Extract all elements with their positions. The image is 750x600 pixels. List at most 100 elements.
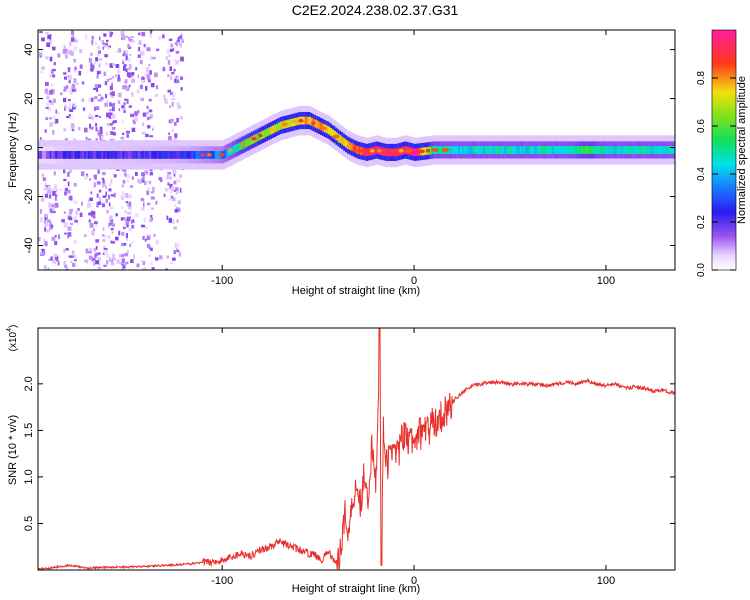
speckle-cell: [173, 250, 176, 255]
speckle-cell: [116, 169, 120, 171]
ridge-core-cell: [166, 151, 169, 159]
speckle-cell: [122, 108, 127, 111]
speckle-cell: [146, 74, 151, 80]
speckle-cell: [41, 173, 44, 177]
speckle-cell: [128, 37, 131, 41]
speckle-cell: [92, 64, 95, 68]
speckle-cell: [118, 74, 120, 80]
speckle-cell: [76, 82, 79, 85]
ridge-core-cell: [59, 151, 62, 159]
ridge-core-cell: [657, 146, 661, 154]
speckle-cell: [148, 254, 152, 257]
speckle-cell: [99, 137, 103, 142]
speckle-cell: [109, 108, 112, 112]
ridge-blob: [356, 149, 363, 153]
ridge-core-cell: [143, 151, 146, 159]
speckle-cell: [166, 175, 170, 180]
speckle-cell: [126, 237, 128, 241]
ridge-core-cell: [197, 151, 200, 159]
speckle-cell: [96, 204, 99, 208]
speckle-cell: [91, 40, 94, 45]
ridge-core-cell: [120, 151, 123, 159]
speckle-cell: [65, 268, 69, 270]
ridge-core-cell: [615, 146, 618, 154]
speckle-cell: [121, 231, 125, 236]
speckle-cell: [74, 69, 77, 73]
speckle-cell: [113, 174, 117, 178]
speckle-cell: [172, 129, 174, 132]
speckle-cell: [101, 135, 104, 140]
speckle-cell: [73, 60, 76, 64]
speckle-cell: [44, 241, 48, 246]
ridge-blob: [386, 150, 394, 155]
speckle-cell: [111, 94, 114, 98]
ridge-core-cell: [237, 143, 240, 151]
speckle-cell: [128, 63, 132, 69]
speckle-cell: [74, 259, 77, 262]
speckle-cell: [63, 260, 66, 266]
speckle-cell: [50, 209, 54, 214]
ridge-core-cell: [74, 151, 77, 159]
speckle-cell: [153, 234, 156, 238]
speckle-cell: [70, 74, 72, 79]
speckle-cell: [90, 66, 93, 72]
speckle-cell: [145, 45, 148, 50]
ridge-core-cell: [490, 146, 494, 154]
speckle-cell: [142, 260, 145, 266]
speckle-cell: [42, 250, 46, 256]
speckle-cell: [82, 107, 86, 111]
speckle-cell: [142, 112, 147, 117]
speckle-cell: [69, 195, 73, 201]
speckle-cell: [141, 50, 145, 56]
ridge-core-cell: [204, 151, 208, 159]
ridge-core-cell: [498, 146, 501, 154]
speckle-cell: [112, 76, 115, 79]
ridge-core-cell: [72, 151, 75, 159]
speckle-cell: [152, 127, 154, 131]
speckle-cell: [149, 70, 152, 75]
speckle-cell: [90, 63, 93, 68]
speckle-cell: [172, 92, 176, 97]
speckle-cell: [168, 218, 172, 223]
speckle-cell: [49, 39, 52, 44]
speckle-cell: [65, 85, 69, 89]
speckle-cell: [70, 30, 75, 35]
speckle-cell: [146, 111, 150, 115]
speckle-cell: [63, 45, 66, 49]
speckle-cell: [177, 37, 181, 42]
speckle-cell: [176, 248, 178, 251]
speckle-cell: [173, 68, 176, 72]
speckle-cell: [81, 201, 83, 206]
speckle-cell: [171, 72, 175, 75]
ridge-core-cell: [629, 146, 632, 154]
ridge-core-cell: [673, 146, 675, 154]
page-title: C2E2.2024.238.02.37.G31: [291, 2, 459, 18]
colorbar-gradient: [711, 29, 737, 271]
speckle-cell: [97, 99, 102, 102]
speckle-cell: [172, 257, 176, 261]
speckle-cell: [122, 53, 125, 57]
speckle-cell: [67, 235, 69, 239]
speckle-cell: [138, 181, 142, 185]
speckle-cell: [144, 181, 147, 186]
ridge-core-cell: [621, 146, 624, 154]
speckle-cell: [47, 267, 50, 270]
ridge-core-cell: [84, 151, 87, 159]
speckle-cell: [107, 46, 110, 49]
ridge-core-cell: [80, 151, 83, 159]
ridge-core-cell: [160, 151, 164, 159]
speckle-cell: [146, 190, 150, 196]
speckle-cell: [150, 55, 153, 61]
speckle-cell: [98, 50, 101, 54]
speckle-cell: [130, 219, 133, 224]
speckle-cell: [111, 63, 116, 66]
ridge-core-cell: [611, 146, 615, 154]
ridge-core-cell: [145, 151, 148, 159]
snr-frame: [37, 327, 676, 571]
speckle-cell: [174, 121, 177, 126]
ridge-core-cell: [540, 146, 544, 154]
ridge-core-cell: [630, 146, 634, 154]
ridge-core-cell: [251, 136, 254, 145]
speckle-cell: [171, 186, 175, 189]
ridge-blob: [405, 149, 413, 153]
